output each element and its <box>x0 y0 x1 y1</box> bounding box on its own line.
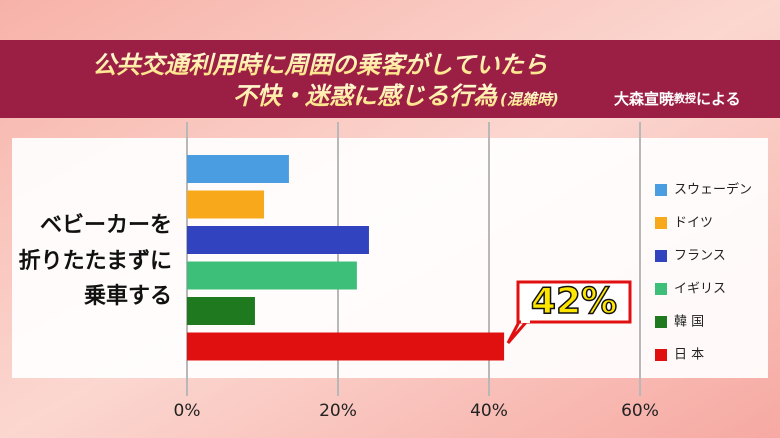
legend-swatch <box>655 283 667 295</box>
legend-label: イギリス <box>674 282 726 297</box>
legend-label: フランス <box>674 249 726 264</box>
chart-title: 公共交通利用時に周囲の乗客がしていたら <box>92 51 547 79</box>
x-tick-label: 60% <box>621 401 659 421</box>
source: 大森宣暁教授による <box>614 90 741 108</box>
title-note: (混雑時) <box>500 91 559 109</box>
source-title: 教授 <box>673 91 697 105</box>
bar <box>187 297 255 325</box>
source-suffix: による <box>696 90 741 108</box>
legend-swatch <box>655 316 667 328</box>
bar <box>187 155 289 183</box>
category-label: ベビーカーを <box>40 213 172 238</box>
legend-swatch <box>655 250 667 262</box>
x-tick-label: 40% <box>470 401 508 421</box>
legend-label: 韓 国 <box>674 315 704 330</box>
legend-label: 日 本 <box>674 348 704 363</box>
category-label: 折りたたまずに <box>19 249 172 274</box>
legend-swatch <box>655 217 667 229</box>
legend-label: ドイツ <box>674 216 713 231</box>
source-name: 大森宣暁 <box>614 90 674 108</box>
bar <box>187 332 505 361</box>
bar <box>187 261 357 290</box>
title-banner <box>0 40 780 118</box>
chart-title-line2: 不快・迷惑に感じる行為 <box>233 82 498 110</box>
legend-swatch <box>655 184 667 196</box>
bar <box>187 190 265 219</box>
legend-label: スウェーデン <box>674 182 752 198</box>
callout-box <box>516 280 632 324</box>
legend-swatch <box>655 349 667 361</box>
callout-join <box>521 317 530 323</box>
value-label: 42% <box>531 281 617 322</box>
bar <box>187 226 369 254</box>
category-label: 乗車する <box>84 284 172 309</box>
x-tick-label: 0% <box>174 401 201 421</box>
x-tick-label: 20% <box>319 401 357 421</box>
